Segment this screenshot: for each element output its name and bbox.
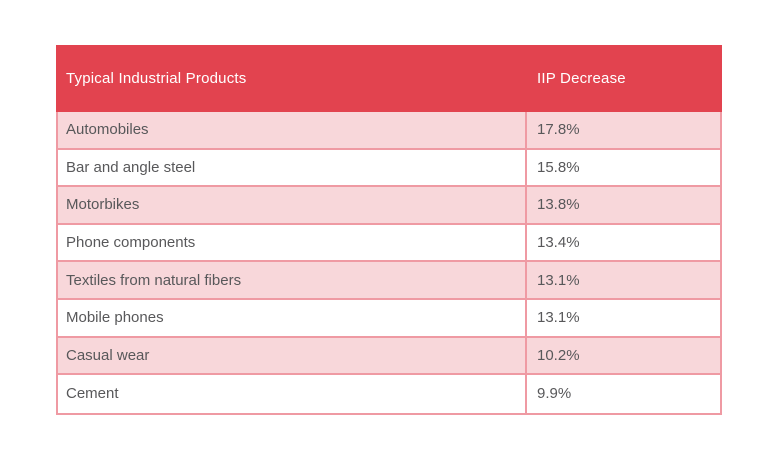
table-row: Cement 9.9% bbox=[58, 375, 720, 413]
product-cell: Cement bbox=[58, 375, 527, 413]
iip-decrease-table: Typical Industrial Products IIP Decrease… bbox=[56, 45, 722, 415]
table-row: Mobile phones 13.1% bbox=[58, 299, 720, 338]
decrease-cell: 13.4% bbox=[537, 234, 580, 252]
product-cell: Motorbikes bbox=[58, 187, 527, 223]
decrease-cell: 9.9% bbox=[537, 385, 572, 403]
product-cell: Phone components bbox=[58, 224, 527, 261]
table-row: Phone components 13.4% bbox=[58, 224, 720, 263]
product-cell: Textiles from natural fibers bbox=[58, 262, 527, 298]
decrease-cell: 13.1% bbox=[537, 309, 580, 327]
decrease-cell: 13.1% bbox=[537, 271, 580, 289]
table-body: Automobiles 17.8% Bar and angle steel 15… bbox=[56, 112, 722, 415]
product-cell: Automobiles bbox=[58, 112, 527, 148]
column-header-products: Typical Industrial Products bbox=[66, 70, 247, 87]
table-row: Bar and angle steel 15.8% bbox=[58, 149, 720, 188]
table-row: Textiles from natural fibers 13.1% bbox=[58, 262, 720, 300]
table-header-row: Typical Industrial Products IIP Decrease bbox=[56, 45, 722, 112]
decrease-cell: 10.2% bbox=[537, 346, 580, 364]
table-row: Casual wear 10.2% bbox=[58, 337, 720, 376]
decrease-cell: 13.8% bbox=[537, 196, 580, 214]
decrease-cell: 17.8% bbox=[537, 121, 580, 139]
product-cell: Casual wear bbox=[58, 337, 527, 374]
column-header-iip-decrease: IIP Decrease bbox=[537, 70, 626, 87]
product-cell: Mobile phones bbox=[58, 299, 527, 336]
table-row: Automobiles 17.8% bbox=[58, 112, 720, 150]
table-row: Motorbikes 13.8% bbox=[58, 187, 720, 225]
decrease-cell: 15.8% bbox=[537, 158, 580, 176]
product-cell: Bar and angle steel bbox=[58, 149, 527, 186]
